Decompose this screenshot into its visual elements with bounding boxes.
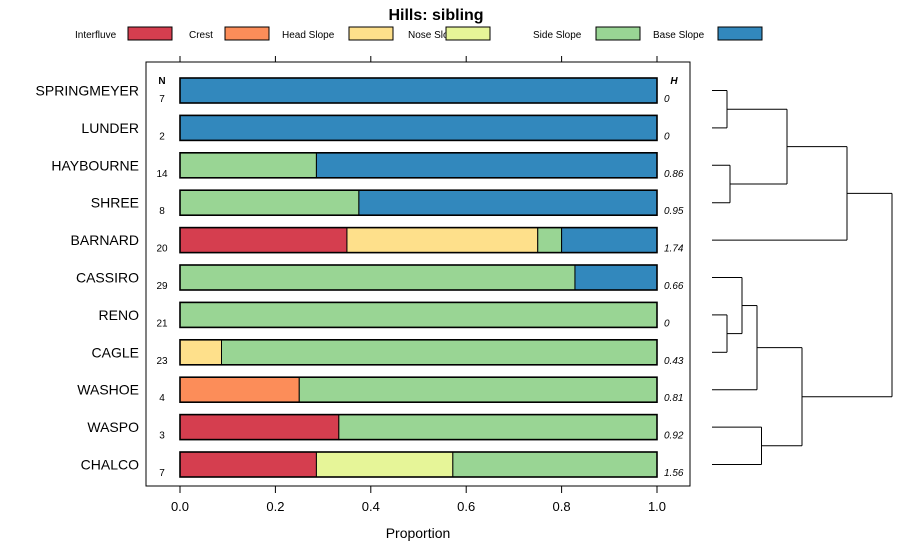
chart-title: Hills: sibling <box>388 7 483 24</box>
dendrogram <box>712 90 893 465</box>
legend-label: Crest <box>189 30 213 41</box>
bar-outline <box>179 114 658 142</box>
h-value: 1.74 <box>664 244 684 255</box>
bar-segment <box>179 114 658 141</box>
bar-segment <box>574 264 658 291</box>
category-label: SPRINGMEYER <box>36 83 139 99</box>
bar-segment <box>179 77 658 104</box>
h-value: 0.92 <box>664 431 684 442</box>
legend-swatch <box>348 26 394 41</box>
bar-segment <box>358 189 658 216</box>
x-tick-label: 0.2 <box>266 499 284 514</box>
n-value: 7 <box>159 94 165 105</box>
h-value: 0.43 <box>664 356 684 367</box>
n-value: 3 <box>159 431 165 442</box>
bar-outline <box>179 77 658 104</box>
bar-segment <box>179 301 658 328</box>
bar-segment <box>315 152 658 179</box>
n-value: 2 <box>159 131 165 142</box>
bar-outline <box>179 226 658 254</box>
h-value: 0.81 <box>664 393 683 404</box>
legend-swatch <box>595 26 641 41</box>
h-value: 1.56 <box>664 468 684 479</box>
legend-swatch <box>224 26 270 41</box>
bar-segment <box>179 227 348 254</box>
category-label: CAGLE <box>92 344 139 360</box>
h-value: 0 <box>664 94 670 105</box>
bar-segment <box>315 451 454 478</box>
category-label: LUNDER <box>81 120 139 136</box>
bar-segment <box>452 451 658 478</box>
category-label: BARNARD <box>71 232 139 248</box>
bar-segment <box>338 414 658 441</box>
x-axis-title: Proportion <box>386 525 451 541</box>
legend-swatch <box>445 26 491 41</box>
h-value: 0.86 <box>664 169 684 180</box>
category-label: RENO <box>99 307 140 323</box>
bar-outline <box>179 451 658 478</box>
bar-outline <box>179 152 658 179</box>
category-label: WASPO <box>87 419 139 435</box>
x-tick-label: 0.4 <box>362 499 380 514</box>
x-tick-label: 1.0 <box>648 499 666 514</box>
legend-swatch <box>127 26 173 41</box>
h-value: 0.66 <box>664 281 684 292</box>
bar-segment <box>179 451 317 478</box>
n-value: 21 <box>156 318 168 329</box>
bar-segment <box>179 152 317 179</box>
legend-label: Base Slope <box>653 30 705 41</box>
h-value: 0.95 <box>664 206 684 217</box>
bar-outline <box>179 338 658 366</box>
bar-segment <box>179 339 222 366</box>
bar-segment <box>179 414 340 441</box>
n-value: 23 <box>156 356 168 367</box>
n-value: 8 <box>159 206 165 217</box>
bar-segment <box>179 189 360 216</box>
n-value: 7 <box>159 468 165 479</box>
bar-outline <box>179 189 658 216</box>
h-value: 0 <box>664 318 670 329</box>
legend-label: Head Slope <box>282 30 335 41</box>
bar-segment <box>346 227 539 254</box>
n-value: 4 <box>159 393 165 404</box>
bar-segment <box>179 376 300 403</box>
h-header: H <box>670 76 678 87</box>
category-label: WASHOE <box>77 382 139 398</box>
bar-outline <box>179 301 658 329</box>
legend-label: Nose Slope <box>408 30 460 41</box>
category-label: HAYBOURNE <box>51 157 139 173</box>
x-tick-label: 0.6 <box>457 499 475 514</box>
legend: Interfluve Crest Head Slope Nose Slope Side … <box>75 26 763 41</box>
bar-outline <box>179 264 658 291</box>
legend-label: Side Slope <box>533 30 582 41</box>
n-value: 14 <box>156 169 168 180</box>
category-label: CASSIRO <box>76 270 139 286</box>
category-label: CHALCO <box>81 457 139 473</box>
bar-outline <box>179 413 658 441</box>
bar-outline <box>179 376 658 404</box>
x-tick-label: 0.0 <box>171 499 189 514</box>
legend-swatch <box>717 26 763 41</box>
bar-segment <box>561 227 658 254</box>
bar-segment <box>220 339 658 366</box>
x-tick-label: 0.8 <box>553 499 571 514</box>
legend-label: Interfluve <box>75 30 117 41</box>
h-value: 0 <box>664 131 670 142</box>
category-label: SHREE <box>91 195 139 211</box>
n-value: 20 <box>156 244 168 255</box>
bar-segment <box>179 264 576 291</box>
n-value: 29 <box>156 281 168 292</box>
plot-frame <box>145 61 691 487</box>
n-header: N <box>158 76 165 87</box>
bar-segment <box>298 376 658 403</box>
bar-segment <box>537 227 563 254</box>
